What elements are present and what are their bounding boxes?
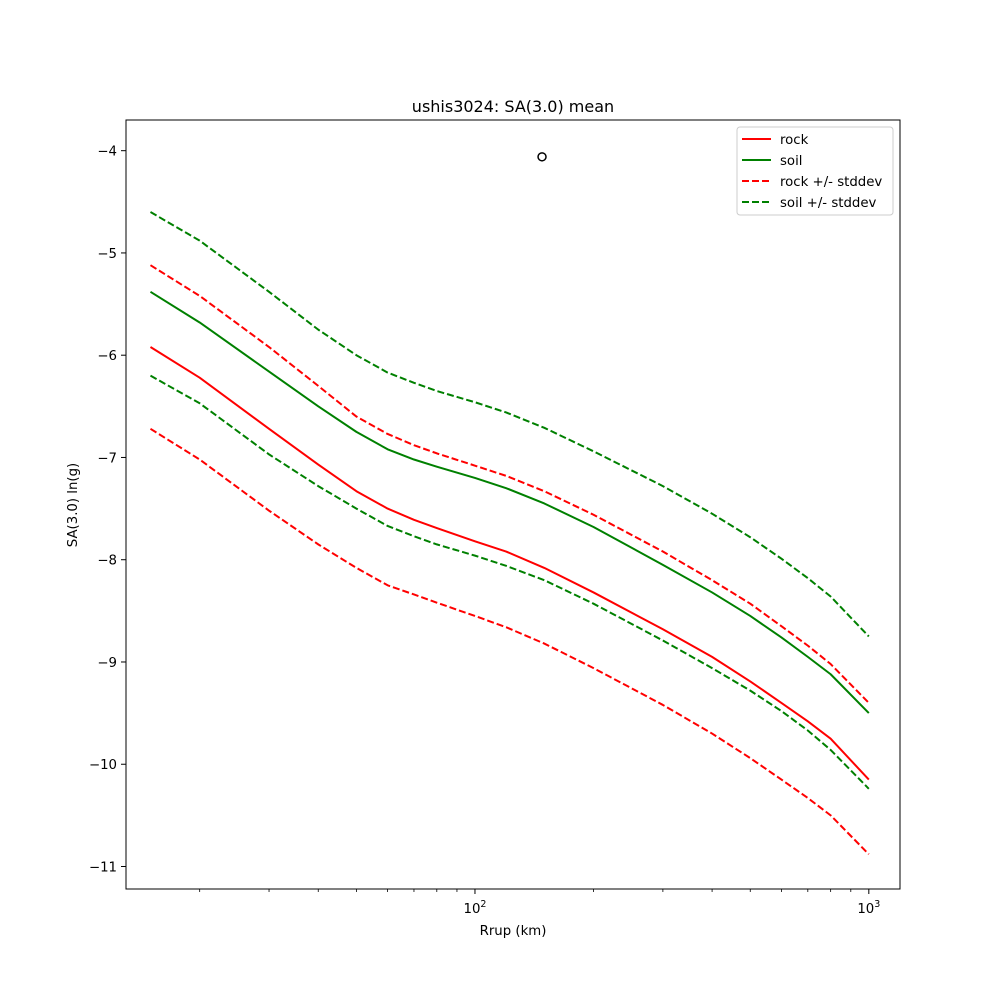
series-line-5 [149, 211, 870, 638]
y-tick-label: −11 [89, 861, 117, 876]
y-tick-label: −5 [97, 247, 117, 262]
open-circle-marker [537, 152, 547, 162]
series-line-3 [149, 264, 870, 704]
series-line-2 [149, 290, 870, 714]
legend-entry-label: rock [780, 133, 809, 148]
legend-entry-label: soil [780, 154, 802, 169]
series-line-4 [149, 427, 870, 855]
y-axis-label: SA(3.0) ln(g) [66, 463, 81, 547]
y-tick-label: −7 [97, 451, 117, 466]
plot-frame [125, 119, 901, 890]
legend-box [736, 126, 894, 216]
y-tick-label: −10 [89, 758, 117, 773]
legend: rock soil rock +/- stddev soil +/- stddev [736, 126, 894, 216]
legend-entry-label: soil +/- stddev [780, 196, 877, 211]
x-tick-label: 103 [857, 899, 880, 917]
series-line-1 [149, 346, 870, 781]
y-tick-label: −6 [97, 349, 117, 364]
y-tick-label: −8 [97, 554, 117, 569]
y-tick-label: −9 [97, 656, 117, 671]
x-tick-label: 102 [463, 899, 486, 917]
y-axis: −11 −10 −9 −8 −7 −6 −5 −4 [89, 145, 126, 876]
legend-entry-label: rock +/- stddev [780, 175, 882, 190]
plot-area [149, 152, 870, 855]
x-axis-label: Rrup (km) [480, 924, 547, 939]
series-line-6 [149, 374, 870, 790]
chart-title: ushis3024: SA(3.0) mean [412, 97, 614, 116]
y-tick-label: −4 [97, 145, 117, 160]
